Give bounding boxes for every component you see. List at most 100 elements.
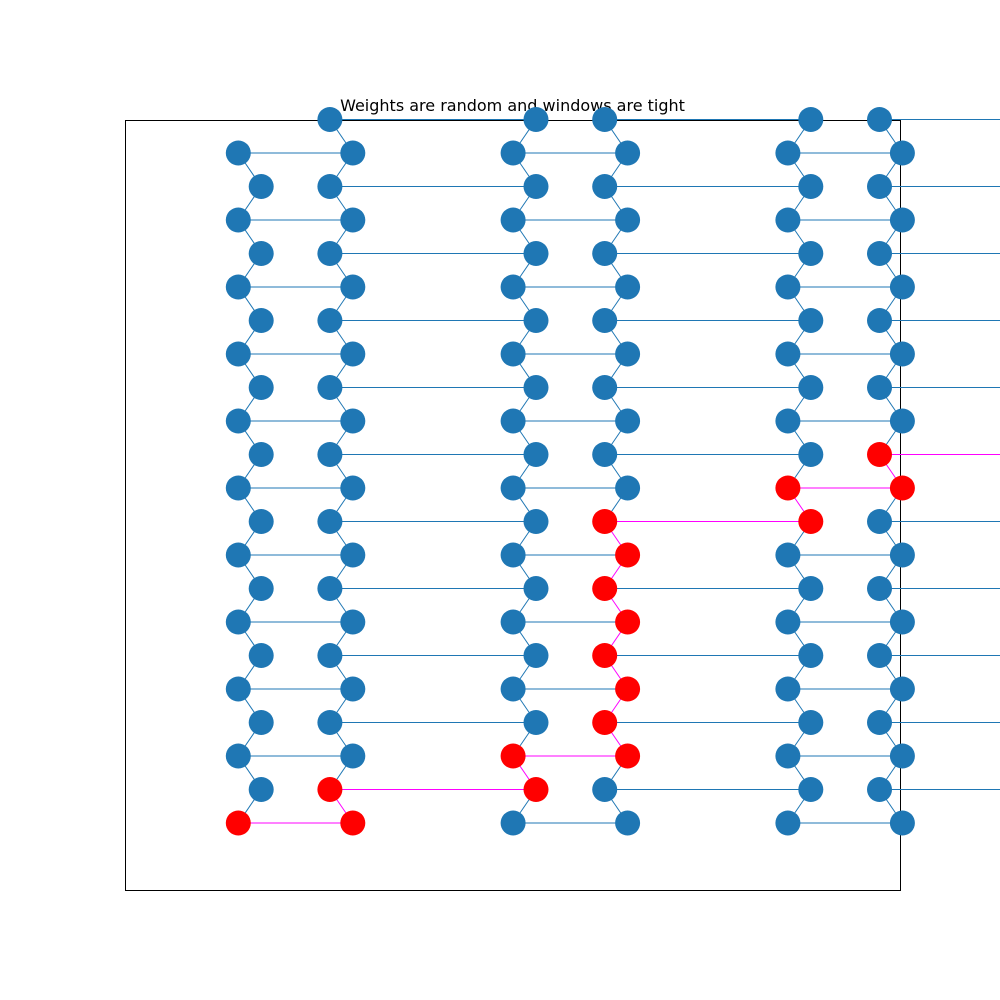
graph-node [775,743,801,769]
graph-node [248,174,274,199]
graph-node [523,241,549,266]
graph-node [500,140,526,166]
graph-node [225,207,251,233]
graph-node [317,241,343,266]
path-node [317,777,343,802]
graph-node [225,140,251,166]
graph-node [889,341,915,367]
path-node [615,676,641,702]
graph-node [592,308,618,333]
graph-node [317,643,343,668]
path-node [340,810,366,836]
path-node [592,710,618,735]
graph-node [889,207,915,233]
graph-node [523,442,549,467]
graph-node [248,442,274,467]
graph-node [889,140,915,166]
path-node [592,576,618,601]
graph-node [798,643,824,668]
graph-node [248,576,274,601]
graph-node [775,609,801,635]
graph-node [867,241,892,266]
path-node [523,777,549,802]
graph-node [592,107,618,132]
graph-node [867,107,892,132]
graph-node [225,743,251,769]
graph-node [889,609,915,635]
graph-node [317,107,343,132]
graph-node [867,375,892,400]
graph-node [867,308,892,333]
graph-node [225,542,251,568]
graph-node [500,810,526,836]
path-node [867,442,892,467]
graph-node [798,442,824,467]
path-node [775,475,801,501]
graph-node [889,743,915,769]
graph-node [225,408,251,434]
graph-node [798,777,824,802]
graph-node [500,408,526,434]
path-node [615,743,641,769]
graph-node [500,676,526,702]
graph-node [523,107,549,132]
graph-node [592,241,618,266]
graph-node [340,341,366,367]
graph-node [775,676,801,702]
graph-node [248,509,274,534]
path-node [615,542,641,568]
path-node [225,810,251,836]
graph-node [798,241,824,266]
graph-node [889,408,915,434]
graph-node [889,810,915,836]
graph-node [340,408,366,434]
graph-node [867,777,892,802]
node-layer [225,107,915,836]
graph-node [798,174,824,199]
graph-node [317,509,343,534]
graph-node [592,174,618,199]
graph-node [523,576,549,601]
graph-node [523,643,549,668]
graph-node [775,140,801,166]
graph-node [225,676,251,702]
graph-node [798,308,824,333]
path-node [592,509,618,534]
graph-node [225,609,251,635]
path-node [798,509,824,534]
graph-node [523,710,549,735]
graph-node [225,475,251,501]
path-node [889,475,915,501]
graph-node [248,643,274,668]
graph-node [615,274,641,300]
graph-node [500,274,526,300]
graph-node [867,509,892,534]
graph-node [615,475,641,501]
graph-node [798,375,824,400]
graph-node [248,241,274,266]
graph-node [500,609,526,635]
graph-node [798,710,824,735]
graph-node [317,174,343,199]
graph-node [867,174,892,199]
graph-node [317,710,343,735]
graph-node [798,107,824,132]
graph-node [248,710,274,735]
graph-node [523,174,549,199]
graph-node [867,576,892,601]
graph-node [317,308,343,333]
graph-node [592,442,618,467]
graph-node [340,542,366,568]
graph-node [340,475,366,501]
plot-title: Weights are random and windows are tight [340,96,685,115]
graph-node [248,308,274,333]
graph-node [317,375,343,400]
graph-node [798,576,824,601]
graph-node [500,341,526,367]
graph-node [889,542,915,568]
graph-node [248,777,274,802]
graph-node [523,509,549,534]
graph-node [225,341,251,367]
graph-node [592,777,618,802]
graph-node [340,274,366,300]
